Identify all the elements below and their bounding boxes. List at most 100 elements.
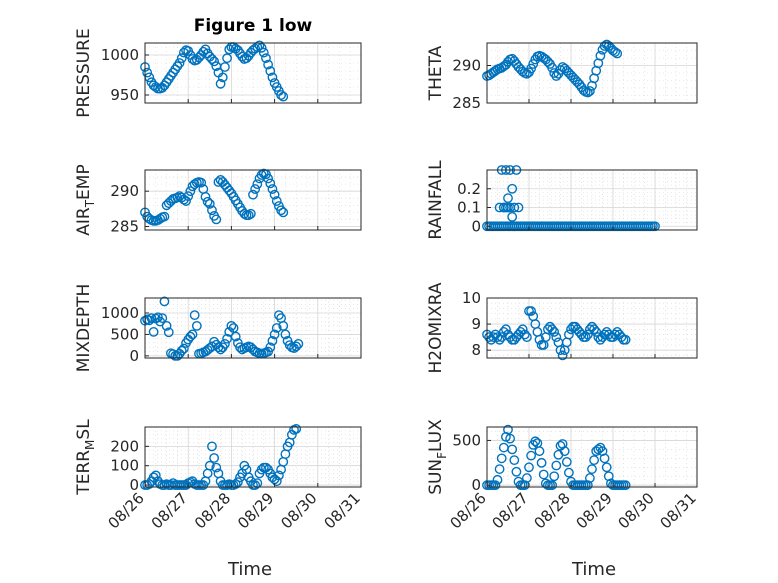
y-tick-label: 285 [452,94,481,112]
y-tick-label: 950 [110,86,139,104]
data-point [185,331,196,342]
data-point [232,477,243,488]
axes-frame [486,42,698,104]
data-point [547,324,557,335]
data-point [538,469,549,480]
data-point [274,470,284,481]
data-point [269,189,280,200]
data-point [601,462,612,473]
y-tick-label: 0.2 [457,180,481,198]
data-point [220,338,230,349]
data-point [534,446,545,457]
data-point [185,186,196,197]
data-point [263,173,274,184]
x-tick-label: 08/27 [148,489,191,532]
data-point [271,476,282,487]
x-tick-label: 08/30 [277,489,320,532]
data-point [509,455,520,466]
x-tick-label: 08/28 [191,489,234,532]
data-point [593,332,604,343]
data-point [528,59,539,69]
x-axis-label-right: Time [571,559,616,580]
data-point [178,343,189,354]
data-point [207,205,217,216]
data-point [587,464,597,474]
data-point [250,480,261,490]
data-point [526,450,536,461]
data-point [536,457,547,468]
data-point [196,177,207,188]
x-tick-label: 08/29 [573,489,616,532]
data-point [582,480,593,491]
x-tick-label: 08/29 [234,489,277,532]
y-axis-label: H2OMIXRA [426,282,446,373]
data-point [278,207,289,218]
data-point [555,345,566,356]
y-tick-label: 0 [471,217,481,235]
data-point [503,193,513,204]
data-point [555,65,566,75]
data-point [492,474,503,485]
data-point [217,72,228,83]
data-point [595,50,606,61]
data-point [500,324,511,335]
data-point [547,480,557,491]
data-point [610,47,620,57]
data-point [494,334,505,345]
data-point [250,184,261,194]
y-tick-label: 290 [452,57,481,75]
data-point [215,78,226,89]
data-point [293,338,304,349]
data-point [265,342,276,353]
data-point [564,329,574,340]
data-point [494,464,505,474]
data-point [585,473,595,483]
data-point [148,326,159,337]
data-point [278,91,289,102]
data-point [226,320,237,331]
subplot-1: 950 1000 PRESSURE [74,28,362,118]
data-point [505,202,515,213]
data-point [245,208,256,219]
subplot-2: 285 290 THETA [426,39,698,112]
data-point [549,471,560,482]
axes-frame [486,169,698,231]
x-tick-label: 08/26 [447,489,490,532]
data-point [589,324,599,335]
x-tick-label: 08/28 [531,489,574,532]
data-point [557,350,568,361]
y-tick-label: 285 [110,217,139,235]
data-point [189,310,200,321]
data-point [222,333,232,344]
data-point [526,306,536,316]
data-point [585,86,595,96]
data-point [159,296,170,307]
y-tick-label: 290 [110,182,139,200]
figure-title: Figure 1 low [194,16,313,36]
data-point [620,480,631,491]
data-point [557,439,568,449]
data-point [161,320,172,331]
data-point [551,460,562,471]
data-point [204,198,215,209]
data-point [157,313,168,324]
y-tick-label: 0 [471,476,481,494]
data-point [211,214,222,225]
data-point [549,68,560,78]
data-point [524,462,534,473]
x-tick-label: 08/31 [321,489,364,532]
data-point [187,54,198,64]
subplot-3: 285 290 AIRTEMP [74,164,362,236]
data-point [507,183,518,194]
data-point [519,329,530,340]
data-point [191,320,202,331]
data-point [267,184,278,194]
y-axis-label: SUNFLUX [426,419,449,495]
y-tick-label: 0.1 [457,199,481,217]
data-point [209,453,220,463]
y-tick-label: 1000 [101,46,139,64]
data-point [183,191,194,202]
data-point [599,329,610,340]
data-point [248,189,258,200]
